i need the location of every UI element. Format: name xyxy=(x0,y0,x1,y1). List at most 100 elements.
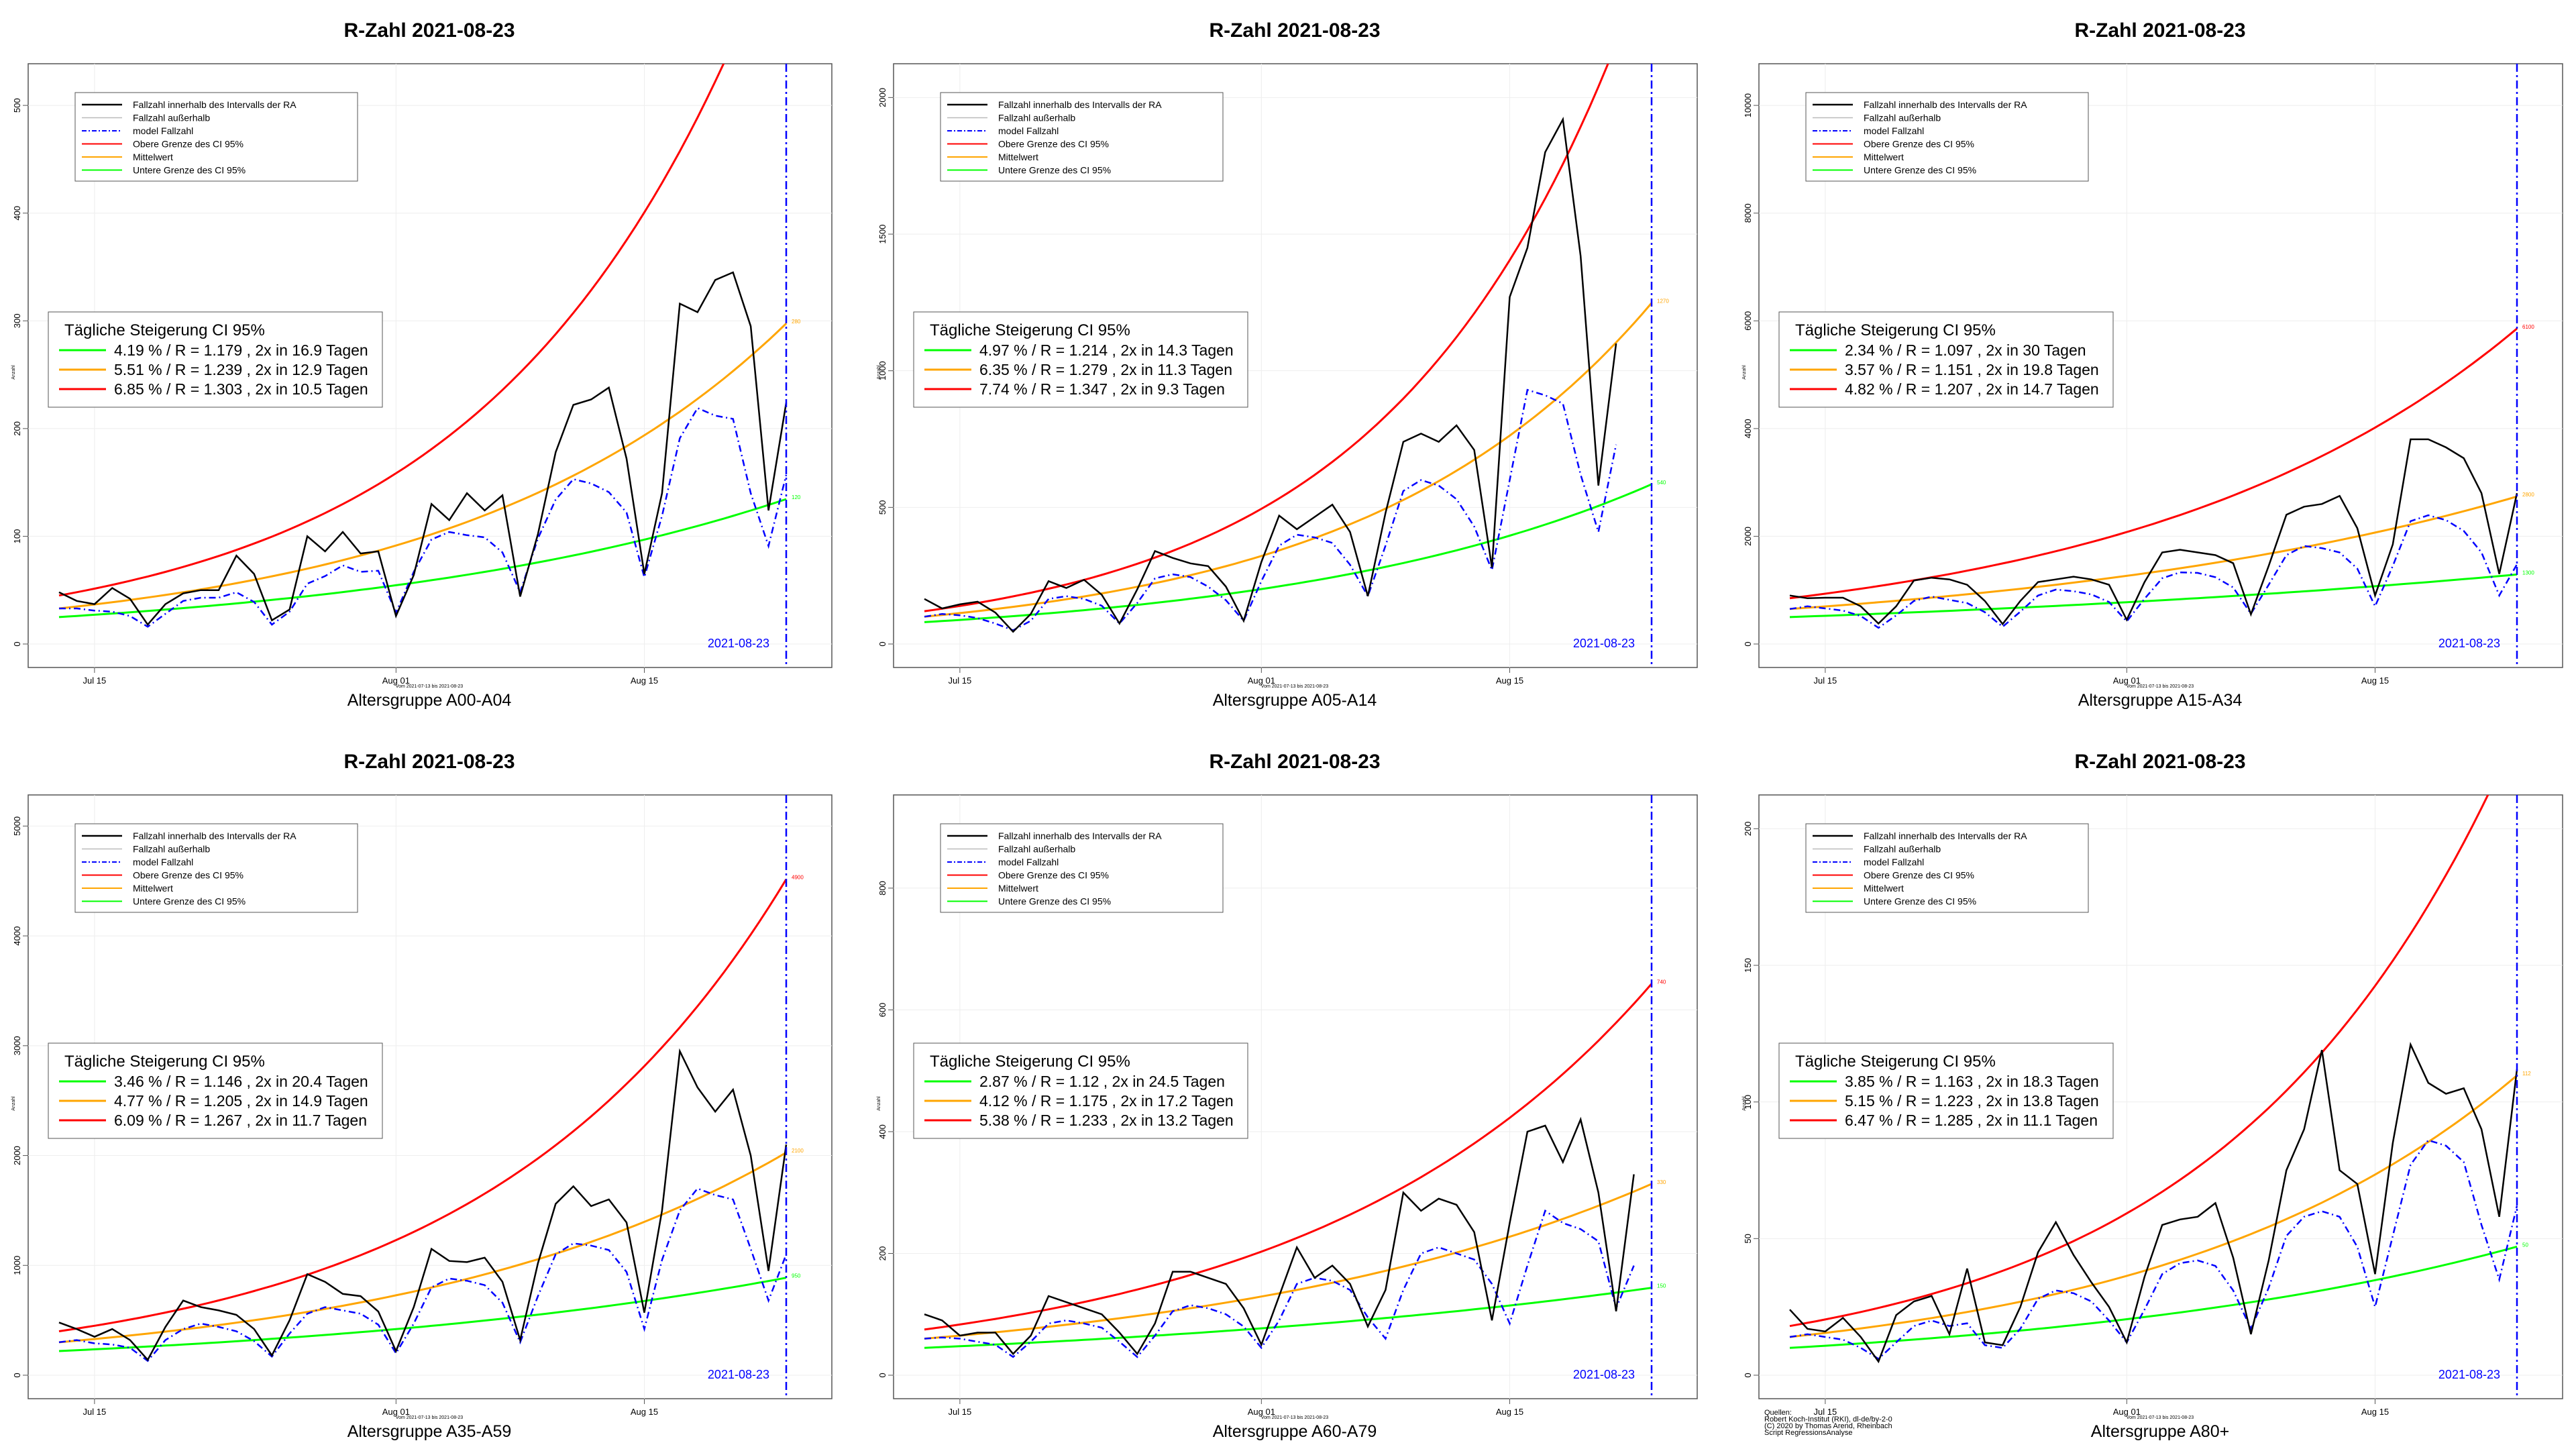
inset-row: 3.57 % / R = 1.151 , 2x in 19.8 Tagen xyxy=(1845,361,2099,378)
mean-curve-end-label: 280 xyxy=(792,319,801,325)
growth-inset: Tägliche Steigerung CI 95% 2.87 % / R = 1… xyxy=(913,1042,1248,1139)
legend-box xyxy=(940,823,1224,913)
legend-label: Obere Grenze des CI 95% xyxy=(1864,139,1974,150)
observed-line xyxy=(1789,438,2518,626)
x-sublabel: Vom 2021-07-13 bis 2021-08-23 xyxy=(2127,684,2194,689)
legend-label: Untere Grenze des CI 95% xyxy=(1864,896,1976,907)
inset-box xyxy=(1778,1042,2114,1139)
mean-curve-end-label: 1270 xyxy=(1657,299,1669,305)
x-tick-label: Aug 15 xyxy=(2361,676,2389,686)
legend-box xyxy=(1805,92,2089,182)
lower-ci-curve-end-label: 50 xyxy=(2522,1242,2528,1248)
y-axis-title: Anzahl xyxy=(877,1096,881,1111)
inset-row: 5.15 % / R = 1.223 , 2x in 13.8 Tagen xyxy=(1845,1092,2099,1110)
chart-title: R-Zahl 2021-08-23 xyxy=(1209,751,1380,773)
lower-ci-curve xyxy=(58,1277,787,1352)
legend-label: Fallzahl innerhalb des Intervalls der RA xyxy=(998,830,1162,841)
growth-inset: Tägliche Steigerung CI 95% 4.19 % / R = 1… xyxy=(48,311,383,408)
date-line-label: 2021-08-23 xyxy=(708,637,769,650)
y-axis-title: Anzahl xyxy=(11,1096,16,1111)
y-tick-label: 5000 xyxy=(12,816,22,836)
model-line xyxy=(924,388,1617,631)
lower-ci-curve xyxy=(1789,573,2518,619)
y-tick-label: 300 xyxy=(12,313,22,328)
upper-ci-curve xyxy=(924,983,1653,1331)
x-axis-title: Altersgruppe A05-A14 xyxy=(1213,691,1377,710)
chart-title: R-Zahl 2021-08-23 xyxy=(343,19,515,42)
inset-row: 6.09 % / R = 1.267 , 2x in 11.7 Tagen xyxy=(114,1112,367,1129)
legend-label: model Fallzahl xyxy=(998,857,1059,867)
date-line-label: 2021-08-23 xyxy=(1573,1368,1635,1381)
x-axis-title: Altersgruppe A35-A59 xyxy=(347,1422,512,1441)
legend-label: Fallzahl innerhalb des Intervalls der RA xyxy=(133,830,297,841)
chart-title: R-Zahl 2021-08-23 xyxy=(343,751,515,773)
legend: Fallzahl innerhalb des Intervalls der RA… xyxy=(74,823,358,913)
source-line: Robert Koch-Institut (RKI), dl-de/by-2-0 xyxy=(1764,1415,1892,1424)
y-tick-label: 600 xyxy=(877,1003,888,1018)
model-line xyxy=(1789,514,2518,629)
x-tick-label: Aug 01 xyxy=(1248,676,1275,686)
x-tick-label: Jul 15 xyxy=(949,1407,972,1417)
y-axis-title: Anzahl xyxy=(877,365,881,380)
y-tick-label: 2000 xyxy=(1743,527,1753,546)
legend-label: Fallzahl außerhalb xyxy=(133,113,210,123)
inset-box xyxy=(48,311,383,408)
legend-label: Fallzahl innerhalb des Intervalls der RA xyxy=(998,99,1162,110)
y-tick-label: 100 xyxy=(1743,1095,1753,1110)
lower-ci-curve xyxy=(924,483,1652,623)
legend-label: Mittelwert xyxy=(1864,883,1904,894)
inset-title: Tägliche Steigerung CI 95% xyxy=(930,321,1130,339)
legend-box xyxy=(74,92,358,182)
x-sublabel: Vom 2021-07-13 bis 2021-08-23 xyxy=(1261,1415,1329,1420)
inset-row: 6.35 % / R = 1.279 , 2x in 11.3 Tagen xyxy=(979,361,1232,378)
legend-label: Fallzahl außerhalb xyxy=(998,113,1075,123)
lower-ci-curve-end-label: 150 xyxy=(1657,1283,1666,1289)
legend: Fallzahl innerhalb des Intervalls der RA… xyxy=(940,823,1224,913)
date-line-label: 2021-08-23 xyxy=(2438,1368,2500,1381)
y-tick-label: 0 xyxy=(877,641,888,646)
inset-box xyxy=(913,311,1248,408)
y-tick-label: 10000 xyxy=(1743,93,1753,117)
y-tick-label: 1500 xyxy=(877,225,888,244)
lower-ci-curve xyxy=(924,1287,1652,1349)
x-sublabel: Vom 2021-07-13 bis 2021-08-23 xyxy=(1261,684,1329,689)
y-tick-label: 0 xyxy=(1743,641,1753,646)
inset-title: Tägliche Steigerung CI 95% xyxy=(1795,321,1996,339)
observed-line xyxy=(1789,1041,2518,1364)
model-line xyxy=(924,1209,1635,1358)
legend-label: model Fallzahl xyxy=(998,125,1059,136)
chart-panel: R-Zahl 2021-08-23 0 100 200 300 400 500 Anzahl J… xyxy=(11,19,833,710)
y-tick-label: 200 xyxy=(12,421,22,436)
legend-label: Fallzahl außerhalb xyxy=(1864,113,1941,123)
y-tick-label: 0 xyxy=(12,641,22,646)
y-tick-label: 500 xyxy=(12,98,22,113)
x-axis-title: Altersgruppe A15-A34 xyxy=(2078,691,2243,710)
inset-row: 4.19 % / R = 1.179 , 2x in 16.9 Tagen xyxy=(114,341,368,359)
inset-row: 5.38 % / R = 1.233 , 2x in 13.2 Tagen xyxy=(979,1112,1234,1129)
inset-row: 6.85 % / R = 1.303 , 2x in 10.5 Tagen xyxy=(114,380,368,398)
x-axis-title: Altersgruppe A60-A79 xyxy=(1213,1422,1377,1441)
legend-box xyxy=(74,823,358,913)
mean-curve-end-label: 330 xyxy=(1657,1179,1666,1185)
growth-inset: Tägliche Steigerung CI 95% 3.85 % / R = 1… xyxy=(1778,1042,2114,1139)
growth-inset: Tägliche Steigerung CI 95% 4.97 % / R = 1… xyxy=(913,311,1248,408)
legend-label: model Fallzahl xyxy=(133,857,193,867)
legend-box xyxy=(940,92,1224,182)
upper-ci-curve-end-label: 4900 xyxy=(792,875,804,881)
x-tick-label: Aug 15 xyxy=(631,676,658,686)
inset-row: 3.46 % / R = 1.146 , 2x in 20.4 Tagen xyxy=(114,1073,368,1090)
y-tick-label: 0 xyxy=(12,1373,22,1377)
observed-line xyxy=(58,271,788,627)
y-tick-label: 800 xyxy=(877,881,888,896)
y-tick-label: 8000 xyxy=(1743,203,1753,223)
chart-panel: R-Zahl 2021-08-23 0 500 1000 1500 2000 Anzahl J… xyxy=(877,19,1698,710)
inset-box xyxy=(48,1042,383,1139)
inset-title: Tägliche Steigerung CI 95% xyxy=(64,1053,265,1071)
upper-ci-curve xyxy=(58,64,725,597)
mean-curve xyxy=(1789,1074,2518,1338)
legend-label: Fallzahl außerhalb xyxy=(1864,844,1941,855)
model-line xyxy=(1789,1139,2518,1360)
legend-label: Obere Grenze des CI 95% xyxy=(133,139,244,150)
y-tick-label: 4000 xyxy=(12,926,22,946)
y-tick-label: 4000 xyxy=(1743,419,1753,438)
